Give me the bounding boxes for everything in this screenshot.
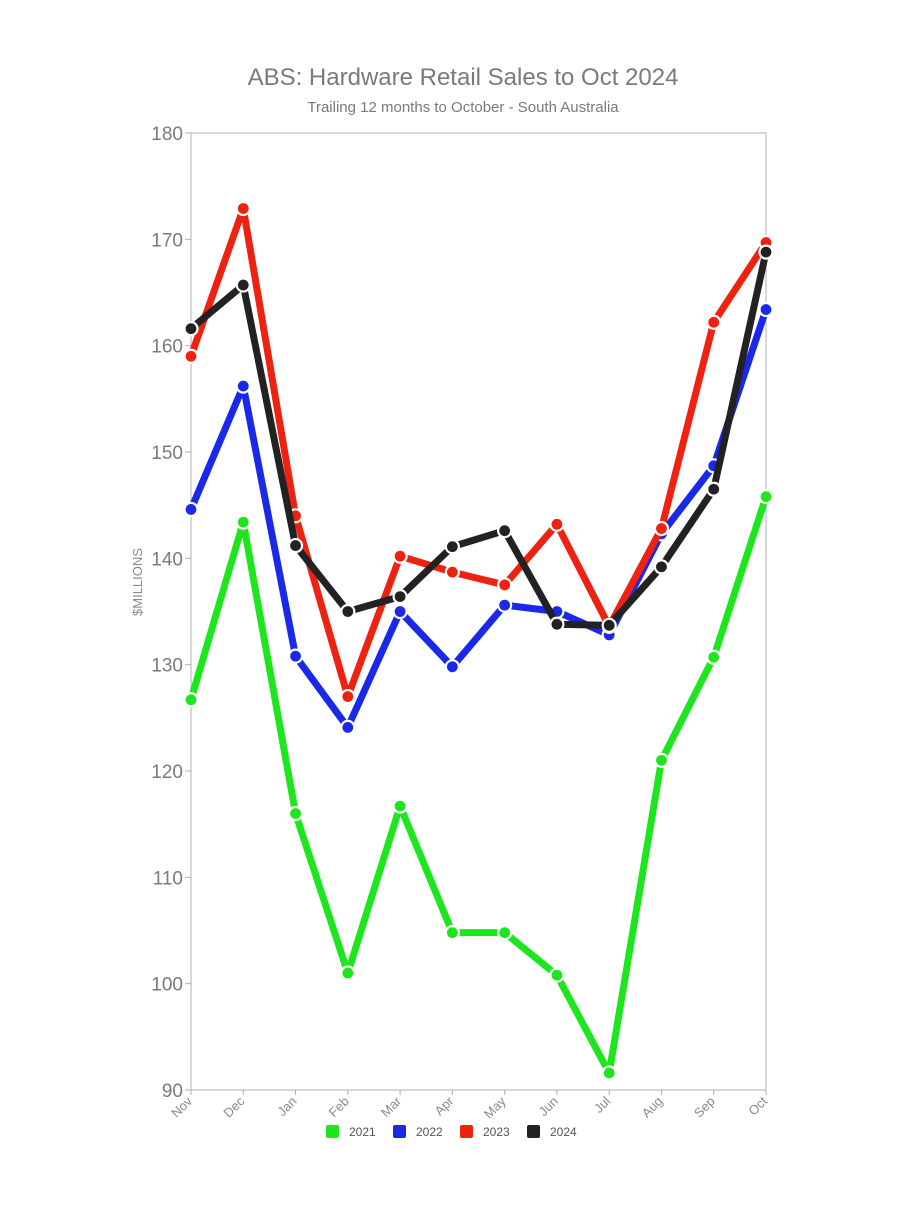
data-point[interactable] xyxy=(601,1065,617,1081)
x-tick-label: Aug xyxy=(639,1094,666,1121)
series-2024 xyxy=(183,244,774,633)
data-point[interactable] xyxy=(392,589,408,605)
series-2023 xyxy=(183,200,774,705)
x-tick-label: Jan xyxy=(274,1094,299,1119)
data-point[interactable] xyxy=(706,481,722,497)
legend-label: 2022 xyxy=(416,1125,443,1139)
data-point[interactable] xyxy=(549,616,565,632)
data-point[interactable] xyxy=(287,537,304,554)
legend-item[interactable]: 2024 xyxy=(527,1125,577,1139)
data-point[interactable] xyxy=(549,516,565,532)
legend-label: 2023 xyxy=(483,1125,510,1139)
chart-title: ABS: Hardware Retail Sales to Oct 2024 xyxy=(248,64,679,91)
y-axis: 90 100 110 120 130 140 150 160 170 180 xyxy=(151,124,191,1102)
data-point[interactable] xyxy=(653,520,670,537)
data-point[interactable] xyxy=(235,200,251,217)
data-point[interactable] xyxy=(235,277,251,293)
y-tick-label: 110 xyxy=(153,868,183,889)
data-point[interactable] xyxy=(497,597,513,613)
series-2021 xyxy=(183,489,774,1081)
y-tick-label: 120 xyxy=(151,762,183,783)
chart-subtitle: Trailing 12 months to October - South Au… xyxy=(307,99,619,116)
plot-area-frame xyxy=(190,132,767,1091)
data-point[interactable] xyxy=(706,649,722,665)
data-point[interactable] xyxy=(706,314,722,330)
x-axis: Nov Dec Jan Feb Mar Apr May Jun Jul Aug Sep Oct xyxy=(168,1090,770,1121)
y-tick-label: 150 xyxy=(151,443,183,464)
y-tick-label: 140 xyxy=(151,549,183,570)
x-tick-label: Jun xyxy=(536,1094,561,1119)
x-tick-label: Oct xyxy=(745,1093,770,1118)
data-point[interactable] xyxy=(497,577,513,593)
data-point[interactable] xyxy=(444,925,460,941)
legend-swatch xyxy=(326,1125,339,1138)
data-point[interactable] xyxy=(183,501,199,518)
x-tick-label: Jul xyxy=(591,1093,613,1115)
y-tick-label: 170 xyxy=(151,230,183,251)
legend-label: 2021 xyxy=(349,1125,376,1139)
legend-item[interactable]: 2023 xyxy=(460,1125,510,1139)
series-line xyxy=(187,248,770,629)
data-point[interactable] xyxy=(340,965,356,981)
y-tick-label: 160 xyxy=(151,337,183,358)
data-point[interactable] xyxy=(287,648,304,664)
series-line xyxy=(187,204,770,701)
x-tick-label: Mar xyxy=(378,1093,405,1120)
data-point[interactable] xyxy=(444,539,460,555)
legend-label: 2024 xyxy=(550,1125,577,1139)
series-line xyxy=(187,306,770,731)
y-tick-label: 90 xyxy=(162,1081,183,1102)
series-2022 xyxy=(183,301,774,736)
data-point[interactable] xyxy=(183,321,199,337)
data-point[interactable] xyxy=(758,244,774,260)
legend-swatch xyxy=(393,1125,406,1138)
data-point[interactable] xyxy=(497,925,513,941)
y-tick-label: 130 xyxy=(151,656,183,677)
data-point[interactable] xyxy=(444,659,460,675)
x-tick-label: Dec xyxy=(220,1093,247,1120)
legend-swatch xyxy=(460,1125,473,1138)
x-tick-label: Sep xyxy=(691,1094,718,1121)
legend-item[interactable]: 2021 xyxy=(326,1125,376,1139)
data-point[interactable] xyxy=(183,348,199,364)
data-point[interactable] xyxy=(183,692,199,708)
legend-item[interactable]: 2022 xyxy=(393,1125,443,1139)
data-point[interactable] xyxy=(392,548,408,564)
legend: 2021 2022 2023 2024 xyxy=(326,1125,577,1139)
data-point[interactable] xyxy=(287,805,304,822)
series-group xyxy=(183,200,774,1081)
x-tick-label: Feb xyxy=(325,1094,351,1120)
x-tick-label: Apr xyxy=(432,1093,457,1118)
series-line xyxy=(187,493,770,1077)
data-point[interactable] xyxy=(340,688,356,705)
data-point[interactable] xyxy=(601,617,617,633)
data-point[interactable] xyxy=(758,489,774,505)
data-point[interactable] xyxy=(444,564,460,580)
data-point[interactable] xyxy=(653,752,670,768)
y-tick-label: 100 xyxy=(151,975,183,996)
data-point[interactable] xyxy=(549,967,565,983)
x-tick-label: May xyxy=(481,1093,509,1121)
data-point[interactable] xyxy=(235,514,251,530)
data-point[interactable] xyxy=(340,719,356,736)
data-point[interactable] xyxy=(653,559,670,575)
data-point[interactable] xyxy=(497,523,513,539)
data-point[interactable] xyxy=(392,798,408,814)
data-point[interactable] xyxy=(235,378,251,394)
data-point[interactable] xyxy=(340,603,356,620)
y-tick-label: 180 xyxy=(151,124,183,145)
data-point[interactable] xyxy=(392,603,408,620)
y-axis-label: $MILLIONS xyxy=(130,548,145,616)
data-point[interactable] xyxy=(758,301,774,318)
legend-swatch xyxy=(527,1125,540,1138)
